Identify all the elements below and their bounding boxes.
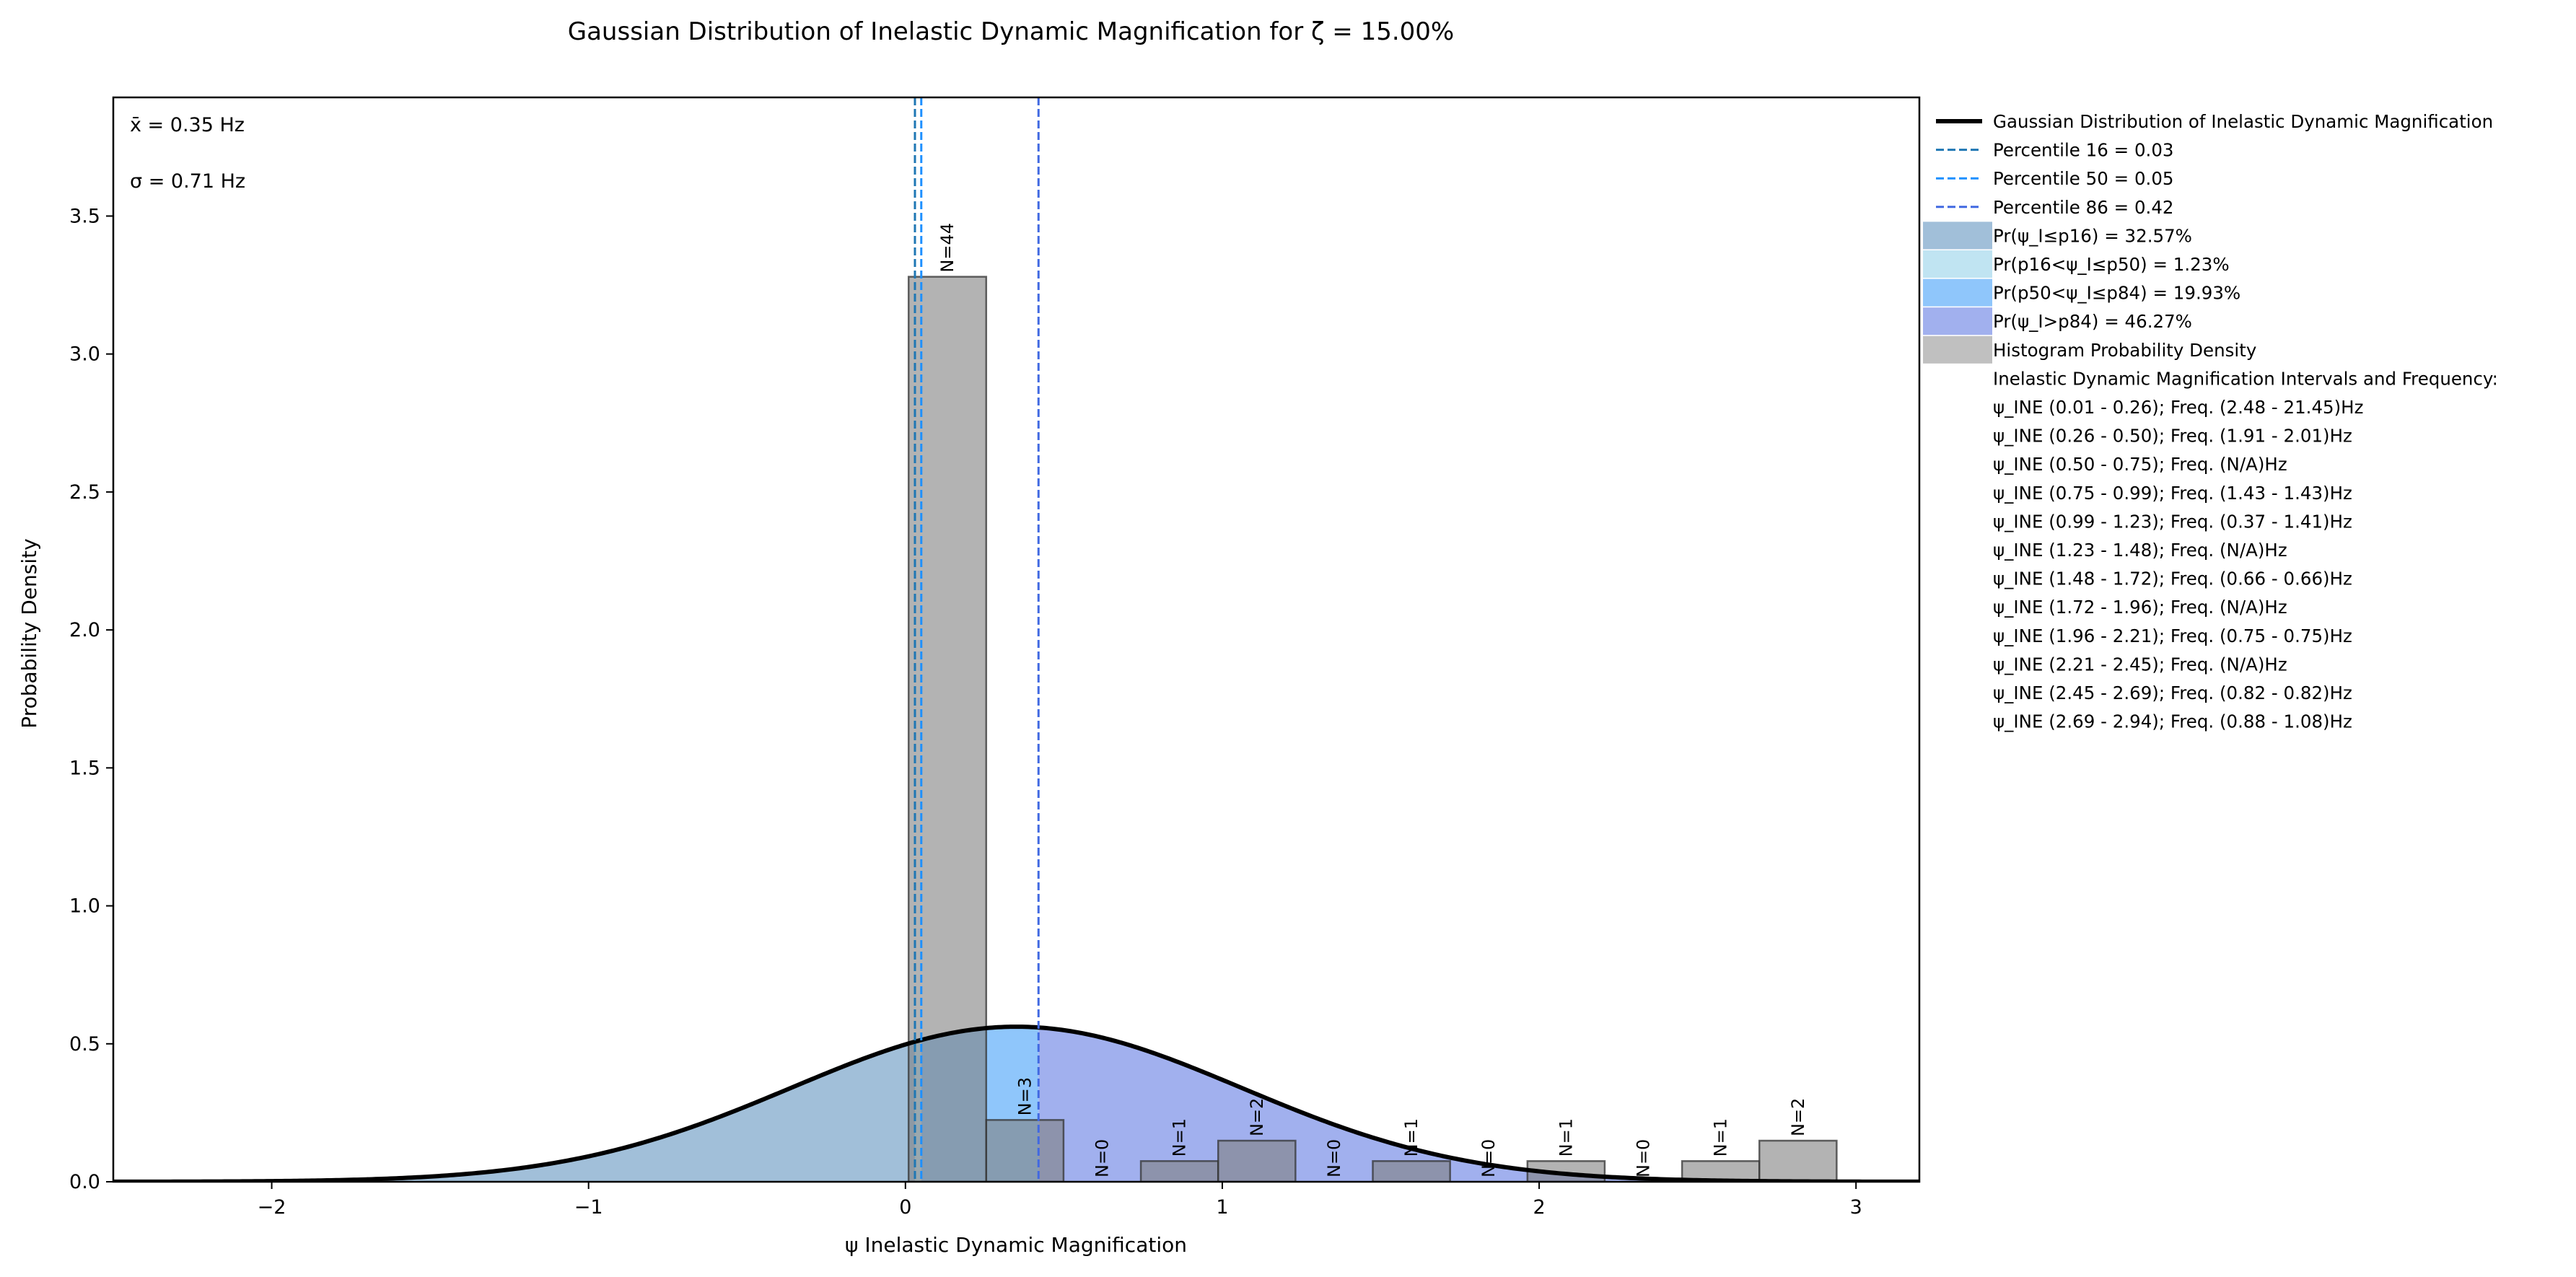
x-tick-label: 0	[899, 1196, 911, 1219]
x-tick-label: −1	[574, 1196, 603, 1219]
y-tick-label: 0.5	[69, 1033, 100, 1056]
x-tick-label: 2	[1533, 1196, 1545, 1219]
y-axis-label: Probability Density	[17, 538, 41, 728]
plot-area	[113, 97, 1919, 1182]
legend-region-swatch-1	[1923, 221, 1992, 250]
legend-histogram-label: Histogram Probability Density	[1993, 340, 2256, 361]
legend-region-label-2: Pr(p16<ψ_I≤p50) = 1.23%	[1993, 254, 2230, 275]
bar-count-label: N=1	[1401, 1118, 1421, 1157]
legend-interval-item: ψ_INE (0.99 - 1.23); Freq. (0.37 - 1.41)…	[1993, 511, 2352, 532]
histogram-bar	[1758, 1139, 1838, 1182]
y-tick-label: 2.5	[69, 481, 100, 504]
legend-region-label-3: Pr(p50<ψ_I≤p84) = 19.93%	[1993, 283, 2240, 304]
histogram-bar	[985, 1119, 1065, 1182]
bar-count-label: N=1	[1556, 1118, 1576, 1157]
legend-interval-item: ψ_INE (0.75 - 0.99); Freq. (1.43 - 1.43)…	[1993, 483, 2352, 504]
y-tick-label: 3.0	[69, 343, 100, 366]
bar-count-label: N=0	[1092, 1139, 1113, 1177]
legend-region-label-1: Pr(ψ_I≤p16) = 32.57%	[1993, 225, 2192, 246]
legend-percentile-label-3: Percentile 86 = 0.42	[1993, 197, 2174, 218]
legend-percentile-label-1: Percentile 16 = 0.03	[1993, 140, 2174, 161]
bar-count-label: N=1	[1170, 1118, 1190, 1157]
y-tick-label: 3.5	[69, 205, 100, 227]
bar-count-label: N=2	[1247, 1098, 1267, 1136]
x-tick-label: 1	[1216, 1196, 1228, 1219]
gaussian-curve	[113, 1024, 1919, 1182]
legend-interval-item: ψ_INE (2.69 - 2.94); Freq. (0.88 - 1.08)…	[1993, 711, 2352, 732]
bar-count-label: N=0	[1324, 1139, 1344, 1177]
histogram-bar	[1372, 1160, 1451, 1182]
y-tick-label: 1.0	[69, 895, 100, 918]
x-tick-label: −2	[258, 1196, 286, 1219]
legend: Gaussian Distribution of Inelastic Dynam…	[1923, 111, 2498, 732]
x-tick-label: 3	[1850, 1196, 1862, 1219]
bar-count-label: N=0	[1478, 1139, 1499, 1177]
legend-interval-item: ψ_INE (1.23 - 1.48); Freq. (N/A)Hz	[1993, 540, 2287, 561]
region-fill-1	[113, 1041, 915, 1182]
legend-interval-item: ψ_INE (2.45 - 2.69); Freq. (0.82 - 0.82)…	[1993, 683, 2352, 703]
legend-region-swatch-4	[1923, 307, 1992, 335]
legend-interval-item: ψ_INE (1.72 - 1.96); Freq. (N/A)Hz	[1993, 597, 2287, 618]
bar-count-label: N=2	[1788, 1098, 1808, 1136]
legend-region-swatch-2	[1923, 250, 1992, 278]
x-axis-label: ψ Inelastic Dynamic Magnification	[845, 1233, 1187, 1257]
histogram-bar	[1217, 1139, 1297, 1182]
stat-std-label: σ = 0.71 Hz	[130, 170, 245, 193]
histogram-bar	[1526, 1160, 1606, 1182]
chart-title: Gaussian Distribution of Inelastic Dynam…	[568, 17, 1454, 46]
bar-count-label: N=1	[1711, 1118, 1731, 1157]
legend-interval-item: ψ_INE (2.21 - 2.45); Freq. (N/A)Hz	[1993, 654, 2287, 675]
legend-region-label-4: Pr(ψ_I>p84) = 46.27%	[1993, 311, 2192, 332]
plot-frame	[112, 96, 1921, 1183]
legend-histogram-swatch	[1923, 335, 1992, 364]
legend-region-swatch-3	[1923, 278, 1992, 307]
legend-interval-item: ψ_INE (0.26 - 0.50); Freq. (1.91 - 2.01)…	[1993, 426, 2352, 447]
bar-count-label: N=0	[1634, 1139, 1654, 1177]
legend-gaussian-label: Gaussian Distribution of Inelastic Dynam…	[1993, 111, 2493, 132]
y-tick-label: 2.0	[69, 619, 100, 641]
histogram-bar	[1139, 1160, 1219, 1182]
bar-count-label: N=44	[937, 223, 958, 273]
legend-percentile-label-2: Percentile 50 = 0.05	[1993, 168, 2174, 189]
stat-mean-label: x̄ = 0.35 Hz	[130, 114, 245, 136]
y-tick-label: 0.0	[69, 1171, 100, 1193]
legend-interval-item: ψ_INE (1.96 - 2.21); Freq. (0.75 - 0.75)…	[1993, 626, 2352, 646]
bar-count-label: N=3	[1015, 1077, 1035, 1115]
legend-interval-item: ψ_INE (0.50 - 0.75); Freq. (N/A)Hz	[1993, 454, 2287, 475]
legend-interval-item: ψ_INE (0.01 - 0.26); Freq. (2.48 - 21.45…	[1993, 397, 2363, 418]
legend-intervals-header: Inelastic Dynamic Magnification Interval…	[1993, 368, 2498, 389]
y-tick-label: 1.5	[69, 757, 100, 779]
legend-interval-item: ψ_INE (1.48 - 1.72); Freq. (0.66 - 0.66)…	[1993, 569, 2352, 589]
